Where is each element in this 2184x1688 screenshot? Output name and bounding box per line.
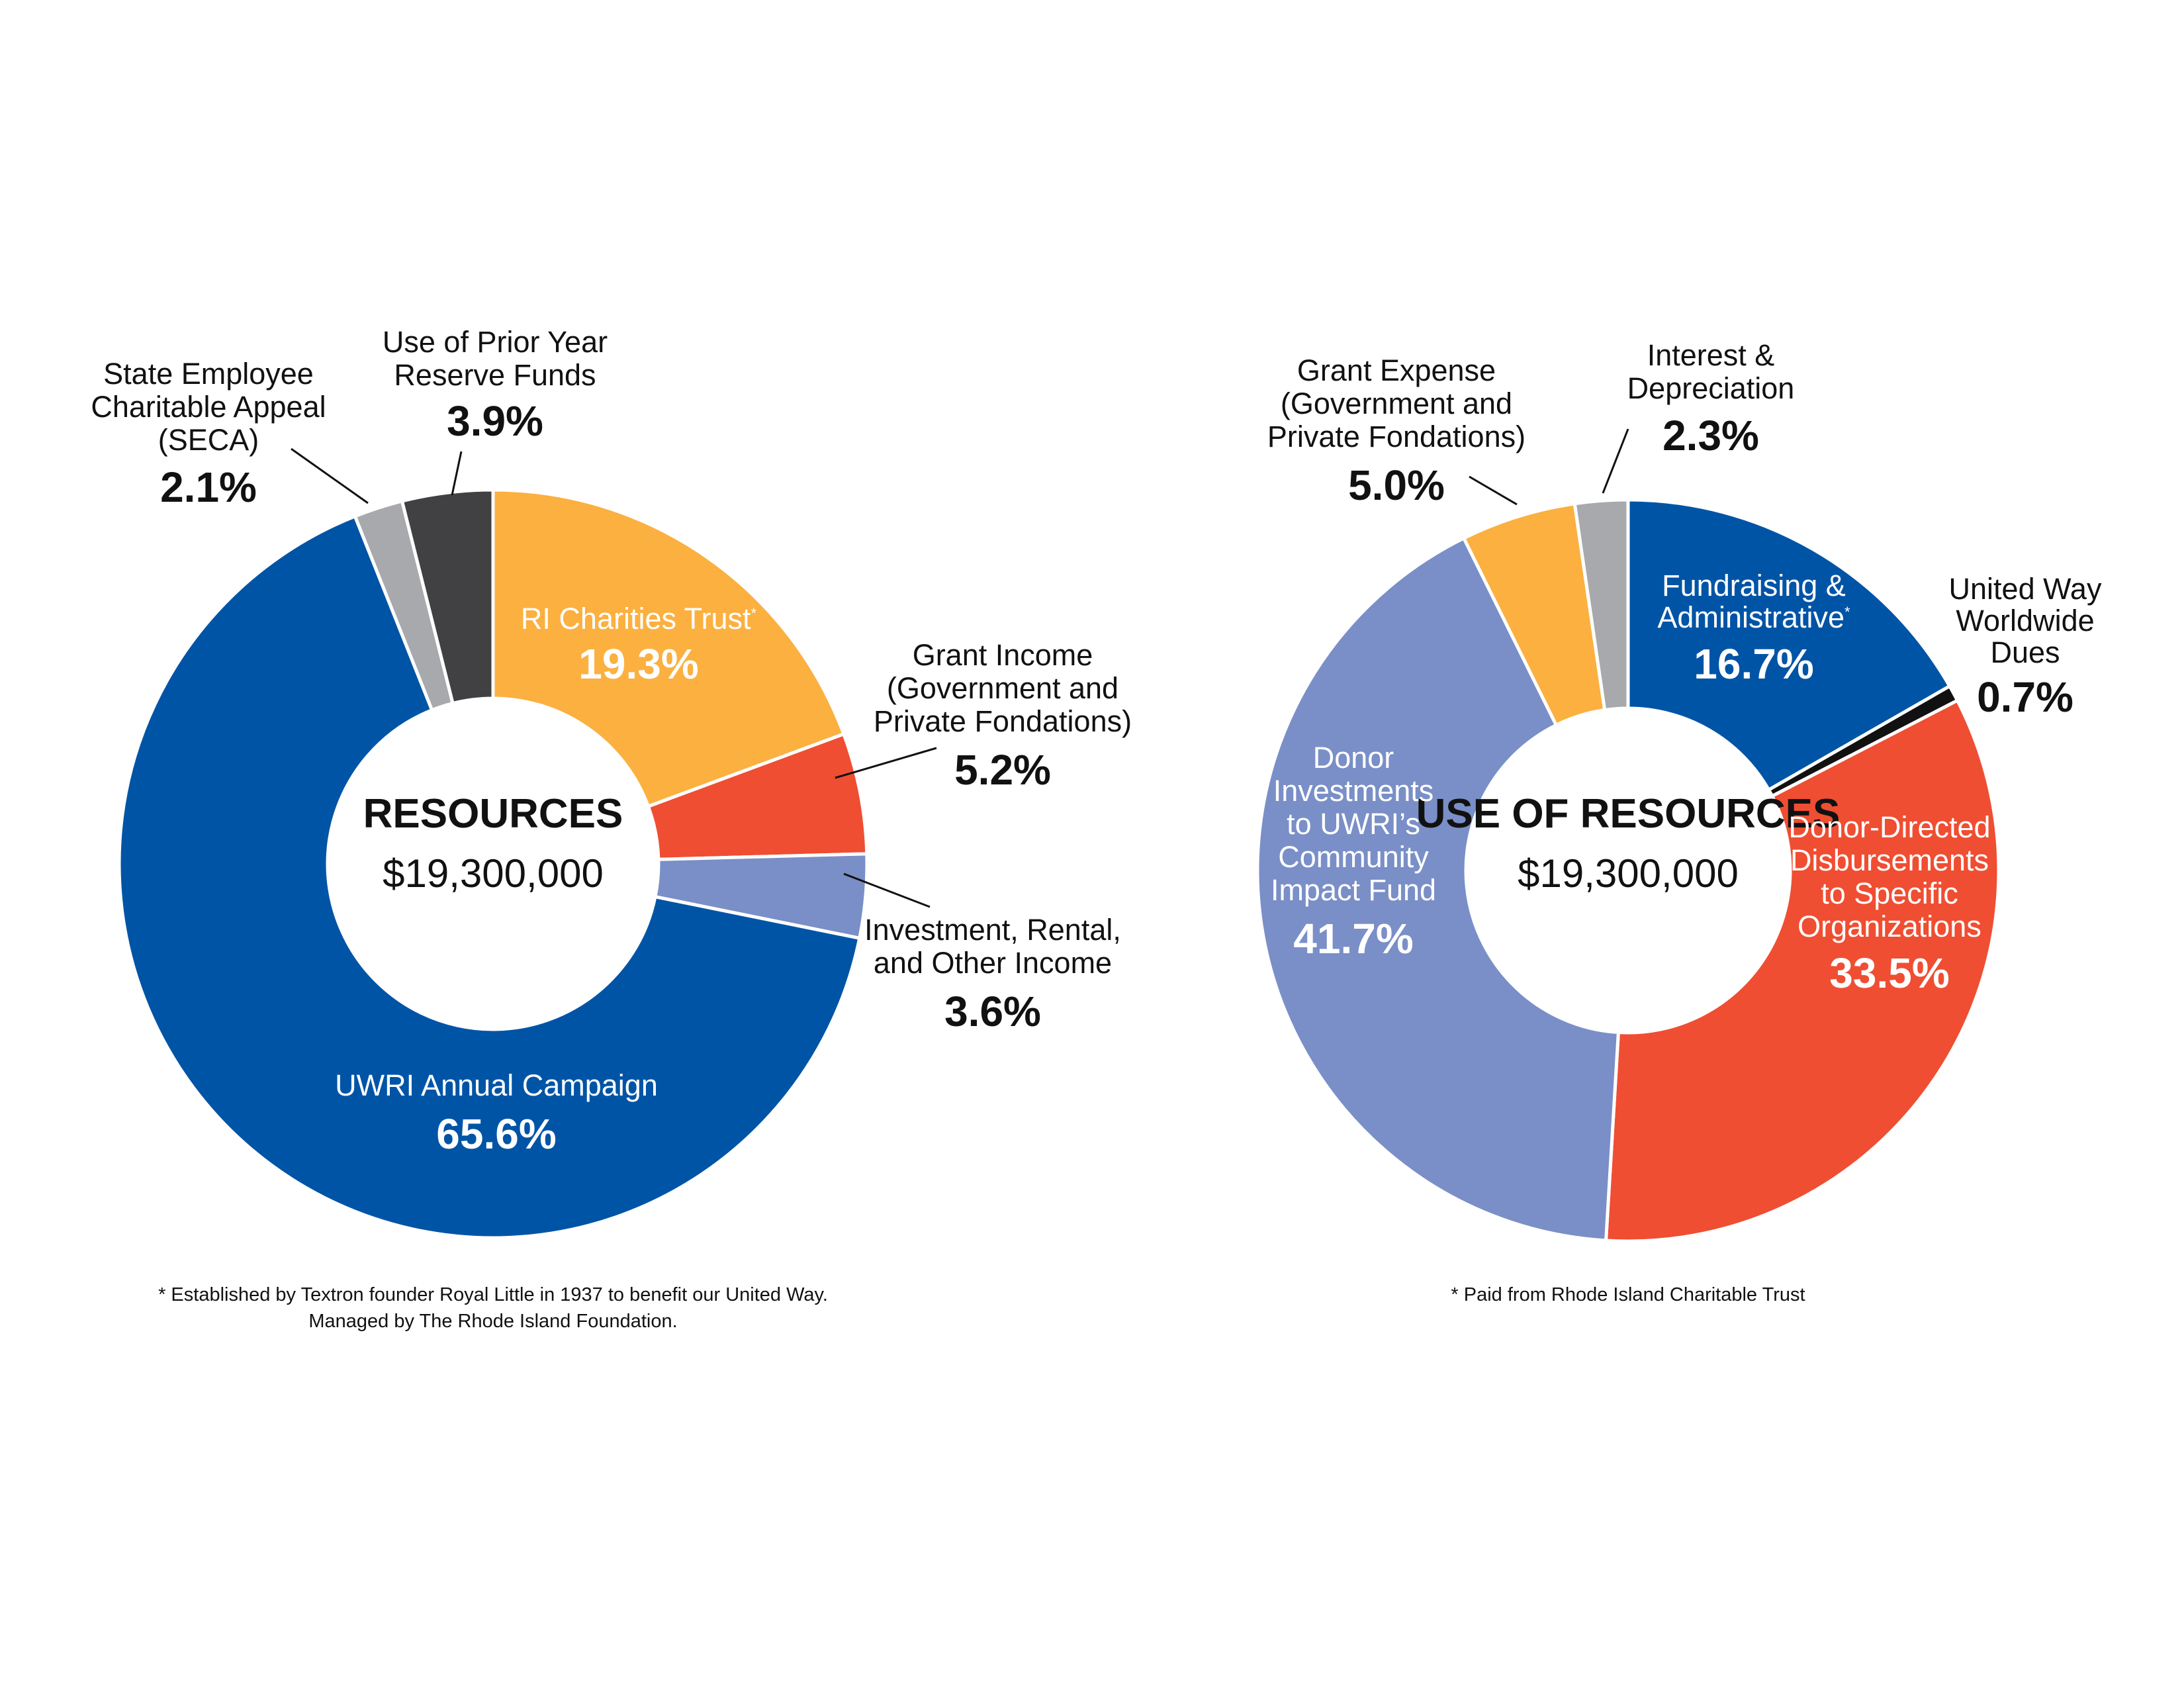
reserve-pct: 3.9% xyxy=(447,397,543,445)
resources-donut-chart xyxy=(117,488,869,1240)
grant-line-3: Private Fondations) xyxy=(874,704,1132,738)
fundraising-line-2: Administrative xyxy=(1657,600,1844,634)
campaign-line-1: UWRI Annual Campaign xyxy=(335,1068,658,1102)
interest-line-1: Interest & xyxy=(1647,338,1775,372)
investment-pct: 3.6% xyxy=(944,988,1041,1035)
seca-line-1: State Employee xyxy=(103,357,314,391)
use-center-title: USE OF RESOURCES xyxy=(1416,791,1841,837)
label-reserve-funds: Use of Prior Year Reserve Funds 3.9% xyxy=(383,325,608,496)
seca-line-2: Charitable Appeal xyxy=(91,390,326,424)
seca-line-3: (SECA) xyxy=(158,423,259,457)
interest-leader-line xyxy=(1602,428,1629,494)
fundraising-line-1: Fundraising & xyxy=(1662,569,1846,602)
resources-footnote-line-1: * Established by Textron founder Royal L… xyxy=(158,1284,828,1305)
investment-leader-line xyxy=(843,872,931,908)
dues-line-3: Dues xyxy=(1990,635,2060,669)
svg-text:RI Charities Trust*: RI Charities Trust* xyxy=(521,602,757,635)
donor-investments-line-3: to UWRI’s xyxy=(1287,807,1420,841)
interest-line-2: Depreciation xyxy=(1627,371,1795,405)
label-interest: Interest & Depreciation 2.3% xyxy=(1602,338,1795,494)
use-footnote-line-1: * Paid from Rhode Island Charitable Trus… xyxy=(1451,1284,1805,1305)
label-donor-investments: Donor Investments to UWRI’s Community Im… xyxy=(1271,741,1436,962)
label-seca: State Employee Charitable Appeal (SECA) … xyxy=(91,357,369,511)
label-fundraising: Fundraising & Administrative* 16.7% xyxy=(1657,569,1850,688)
ri-trust-line-1: RI Charities Trust xyxy=(521,602,751,635)
donor-directed-line-1: Donor-Directed xyxy=(1788,810,1990,844)
use-of-resources-donut-chart xyxy=(1255,498,2001,1243)
use-center-hole xyxy=(1466,708,1790,1033)
label-investment: Investment, Rental, and Other Income 3.6… xyxy=(843,872,1121,1035)
fundraising-sup: * xyxy=(1844,604,1850,620)
grant-line-2: (Government and xyxy=(887,671,1118,705)
investment-line-2: and Other Income xyxy=(874,946,1112,980)
ri-trust-sup: * xyxy=(751,605,757,622)
donor-directed-line-3: to Specific xyxy=(1821,876,1958,910)
grant-expense-leader-line xyxy=(1469,475,1518,506)
svg-text:Administrative*: Administrative* xyxy=(1657,600,1850,634)
fundraising-pct: 16.7% xyxy=(1694,640,1813,688)
grant-expense-line-1: Grant Expense xyxy=(1297,353,1496,387)
grant-line-1: Grant Income xyxy=(913,638,1093,672)
label-donor-directed: Donor-Directed Disbursements to Specific… xyxy=(1788,810,1990,997)
resources-center-title: RESOURCES xyxy=(363,791,623,837)
label-annual-campaign: UWRI Annual Campaign 65.6% xyxy=(335,1068,658,1158)
grant-leader-line xyxy=(835,747,937,779)
reserve-leader-line xyxy=(451,451,463,496)
campaign-pct: 65.6% xyxy=(436,1110,556,1158)
donor-investments-pct: 41.7% xyxy=(1293,915,1413,962)
donor-investments-line-2: Investments xyxy=(1273,774,1434,808)
dues-pct: 0.7% xyxy=(1977,673,2073,721)
resources-footnote-line-2: Managed by The Rhode Island Foundation. xyxy=(308,1311,677,1332)
ri-trust-pct: 19.3% xyxy=(578,640,698,688)
grant-expense-line-3: Private Fondations) xyxy=(1267,420,1525,453)
investment-line-1: Investment, Rental, xyxy=(864,913,1121,947)
donor-directed-line-4: Organizations xyxy=(1797,910,1981,943)
donor-investments-line-4: Community xyxy=(1278,840,1429,874)
dues-line-2: Worldwide xyxy=(1956,604,2094,637)
grant-expense-line-2: (Government and xyxy=(1281,387,1512,420)
label-grant-expense: Grant Expense (Government and Private Fo… xyxy=(1267,353,1525,509)
donor-directed-line-2: Disbursements xyxy=(1790,843,1989,877)
reserve-line-2: Reserve Funds xyxy=(394,358,596,392)
donor-investments-line-1: Donor xyxy=(1313,741,1394,774)
donor-directed-pct: 33.5% xyxy=(1829,949,1949,997)
label-dues: United Way Worldwide Dues 0.7% xyxy=(1949,572,2102,721)
use-center-total: $19,300,000 xyxy=(1518,851,1739,896)
label-grant-income: Grant Income (Government and Private Fon… xyxy=(835,638,1132,794)
label-ri-charities-trust: RI Charities Trust* 19.3% xyxy=(521,602,757,688)
seca-leader-line xyxy=(291,447,369,504)
resources-center-hole xyxy=(328,698,659,1029)
interest-pct: 2.3% xyxy=(1662,412,1759,459)
seca-pct: 2.1% xyxy=(160,463,257,511)
resources-center-total: $19,300,000 xyxy=(383,851,604,896)
grant-expense-pct: 5.0% xyxy=(1348,461,1445,509)
grant-pct: 5.2% xyxy=(954,746,1051,794)
dues-line-1: United Way xyxy=(1949,572,2102,606)
donor-investments-line-5: Impact Fund xyxy=(1271,873,1436,907)
reserve-line-1: Use of Prior Year xyxy=(383,325,608,359)
